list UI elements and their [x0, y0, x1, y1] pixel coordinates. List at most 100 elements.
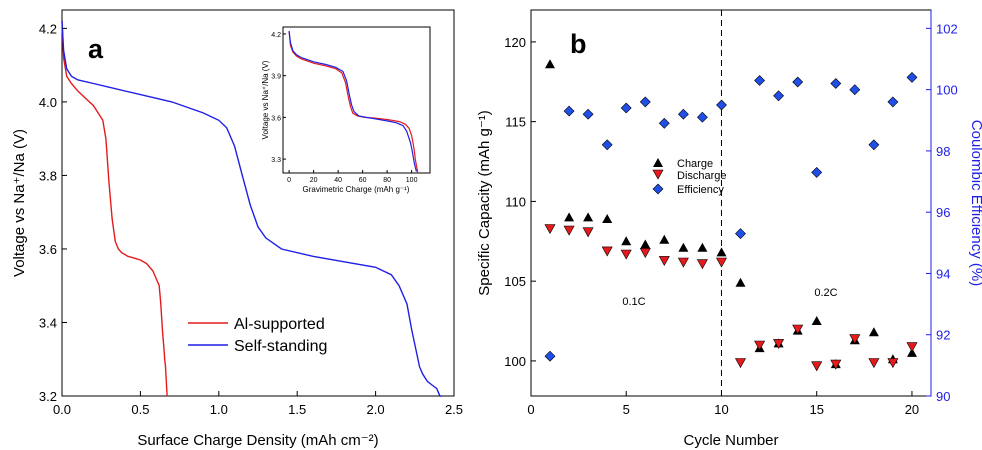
- inset-y-tick-label: 3.9: [271, 74, 281, 81]
- panel-b-point-discharge: [544, 224, 556, 235]
- panel-b-right-tick-label: 102: [936, 21, 958, 36]
- panel-b-point-efficiency: [658, 117, 670, 129]
- panel-b-x-tick-label: 0: [527, 402, 534, 417]
- legend-marker-charge: [653, 158, 663, 167]
- panel-b-point-discharge: [754, 340, 766, 351]
- panel-a-series-group: [61, 20, 442, 397]
- panel-a-y-tick-label: 3.6: [39, 242, 57, 257]
- panel-b-letter: b: [570, 29, 587, 59]
- panel-b-left-tick-label: 100: [504, 354, 526, 369]
- panel-a-x-axis-title: Surface Charge Density (mAh cm⁻²): [137, 432, 378, 449]
- panel-a-y-tick-label: 4.0: [39, 95, 57, 110]
- panel-b-point-discharge: [811, 361, 823, 372]
- panel-b-point-efficiency: [811, 166, 823, 178]
- panel-b-point-charge: [678, 242, 689, 252]
- panel-b-x-tick-label: 5: [623, 402, 630, 417]
- panel-b-point-efficiency: [563, 105, 575, 117]
- panel-b-point-charge: [621, 236, 632, 246]
- panel-b-point-discharge: [620, 249, 632, 260]
- legend-label-efficiency: Efficiency: [677, 184, 724, 196]
- panel-a-x-tick-label: 0.5: [131, 402, 149, 417]
- panel-b-point-efficiency: [773, 90, 785, 102]
- panel-b-point-charge: [583, 212, 594, 222]
- panel-b-right-tick-label: 100: [936, 83, 958, 98]
- panel-b-left-tick-label: 105: [504, 274, 526, 289]
- panel-a-x-tick-label: 1.5: [288, 402, 306, 417]
- inset-plot-frame: [282, 26, 431, 174]
- panel-b-point-charge: [602, 214, 613, 223]
- panel-b-right-tick-label: 94: [936, 266, 950, 281]
- panel-b-left-tick-label: 115: [505, 115, 526, 130]
- panel-b-point-efficiency: [754, 75, 766, 86]
- legend-marker-discharge: [652, 169, 664, 180]
- panel-b-ticks-group: 0 5 10 15 20 100 105 110 115 120 90 92 94 96 98 100 102: [504, 10, 958, 417]
- panel-a-y-tick-label: 3.8: [39, 168, 57, 183]
- panel-b-legend: Charge Discharge Efficiency: [652, 158, 727, 196]
- panel-b-point-charge: [868, 327, 879, 337]
- panel-b-point-charge: [697, 242, 708, 252]
- inset-x-tick-label: 60: [359, 177, 367, 184]
- inset-x-tick-label: 40: [334, 177, 342, 184]
- panel-b-point-discharge: [715, 257, 728, 268]
- inset-series-group: [288, 31, 419, 174]
- panel-b-point-efficiency: [677, 108, 689, 120]
- legend-marker-efficiency: [652, 183, 664, 195]
- panel-b-point-discharge: [830, 359, 842, 370]
- inset-x-axis-title: Gravimetric Charge (mAh g⁻¹): [303, 185, 410, 194]
- panel-b-point-charge: [659, 234, 670, 244]
- panel-b-point-efficiency: [582, 108, 594, 120]
- panel-b-point-discharge: [792, 324, 804, 335]
- legend-label-charge: Charge: [677, 158, 713, 170]
- panel-b-left-tick-label: 120: [504, 35, 526, 50]
- panel-b-point-discharge: [773, 339, 785, 350]
- panel-b-x-tick-label: 15: [809, 402, 823, 417]
- panel-b-point-efficiency: [887, 96, 899, 108]
- panel-b-x-axis-title: Cycle Number: [683, 432, 778, 449]
- legend-label-self-standing: Self-standing: [234, 338, 327, 355]
- panel-b-point-efficiency: [830, 78, 842, 89]
- inset-x-tick-label: 100: [406, 177, 418, 184]
- panel-b-point-charge: [640, 239, 651, 249]
- panel-a-letter: a: [88, 34, 104, 64]
- annotation-0.2c: 0.2C: [814, 287, 837, 299]
- panel-b-series-group: [544, 59, 918, 372]
- panel-b-left-tick-label: 110: [505, 194, 526, 209]
- panel-b-point-charge: [564, 212, 575, 222]
- inset-ticks-group: 0 20 40 60 80 100 3.3 3.6 3.9 4.2: [271, 32, 417, 184]
- panel-b-right-tick-label: 98: [936, 144, 950, 159]
- panel-b-point-discharge: [734, 358, 747, 369]
- panel-a-legend: Al-supported Self-standing: [188, 316, 327, 355]
- panel-b-right-axis-title: Coulombic Efficiency (%): [968, 120, 982, 286]
- inset-y-tick-label: 3.3: [271, 157, 281, 164]
- panel-b-point-discharge: [601, 246, 613, 257]
- panel-b-right-tick-label: 92: [936, 328, 950, 343]
- inset-x-tick-label: 20: [310, 177, 318, 184]
- panel-b-point-discharge: [563, 225, 575, 236]
- panel-a-line-self-standing: [61, 20, 442, 397]
- inset-line-al-supported: [288, 31, 419, 174]
- panel-a-y-tick-label: 4.2: [39, 21, 57, 36]
- panel-a-x-tick-label: 2.5: [445, 402, 463, 417]
- panel-a-ticks-group: 0.0 0.5 1.0 1.5 2.0 2.5 3.2 3.4 3.6 3.8 4.0 4.2: [39, 21, 463, 417]
- panel-a-x-tick-label: 0.0: [53, 402, 71, 417]
- inset-y-tick-label: 3.6: [271, 115, 281, 122]
- panel-b-point-discharge: [906, 342, 918, 353]
- legend-label-discharge: Discharge: [677, 170, 727, 182]
- panel-b-point-discharge: [658, 256, 670, 267]
- inset-line-self-standing: [288, 31, 418, 172]
- panel-b-point-efficiency: [639, 96, 651, 108]
- panel-b-plot-frame: [530, 9, 932, 397]
- panel-b-point-charge: [716, 247, 727, 257]
- panel-b-point-efficiency: [620, 102, 632, 114]
- panel-b-x-tick-label: 10: [714, 402, 728, 417]
- panel-b-point-charge: [735, 277, 746, 287]
- panel-b-x-tick-label: 20: [905, 402, 919, 417]
- panel-b-point-discharge: [868, 358, 880, 369]
- panel-b-point-efficiency: [735, 228, 746, 240]
- panel-b-point-charge: [907, 347, 917, 357]
- panel-b-right-tick-label: 90: [936, 389, 950, 404]
- panel-b-right-tick-label: 96: [936, 205, 950, 220]
- panel-b-point-efficiency: [716, 99, 727, 111]
- panel-a-plot-frame: [61, 9, 455, 397]
